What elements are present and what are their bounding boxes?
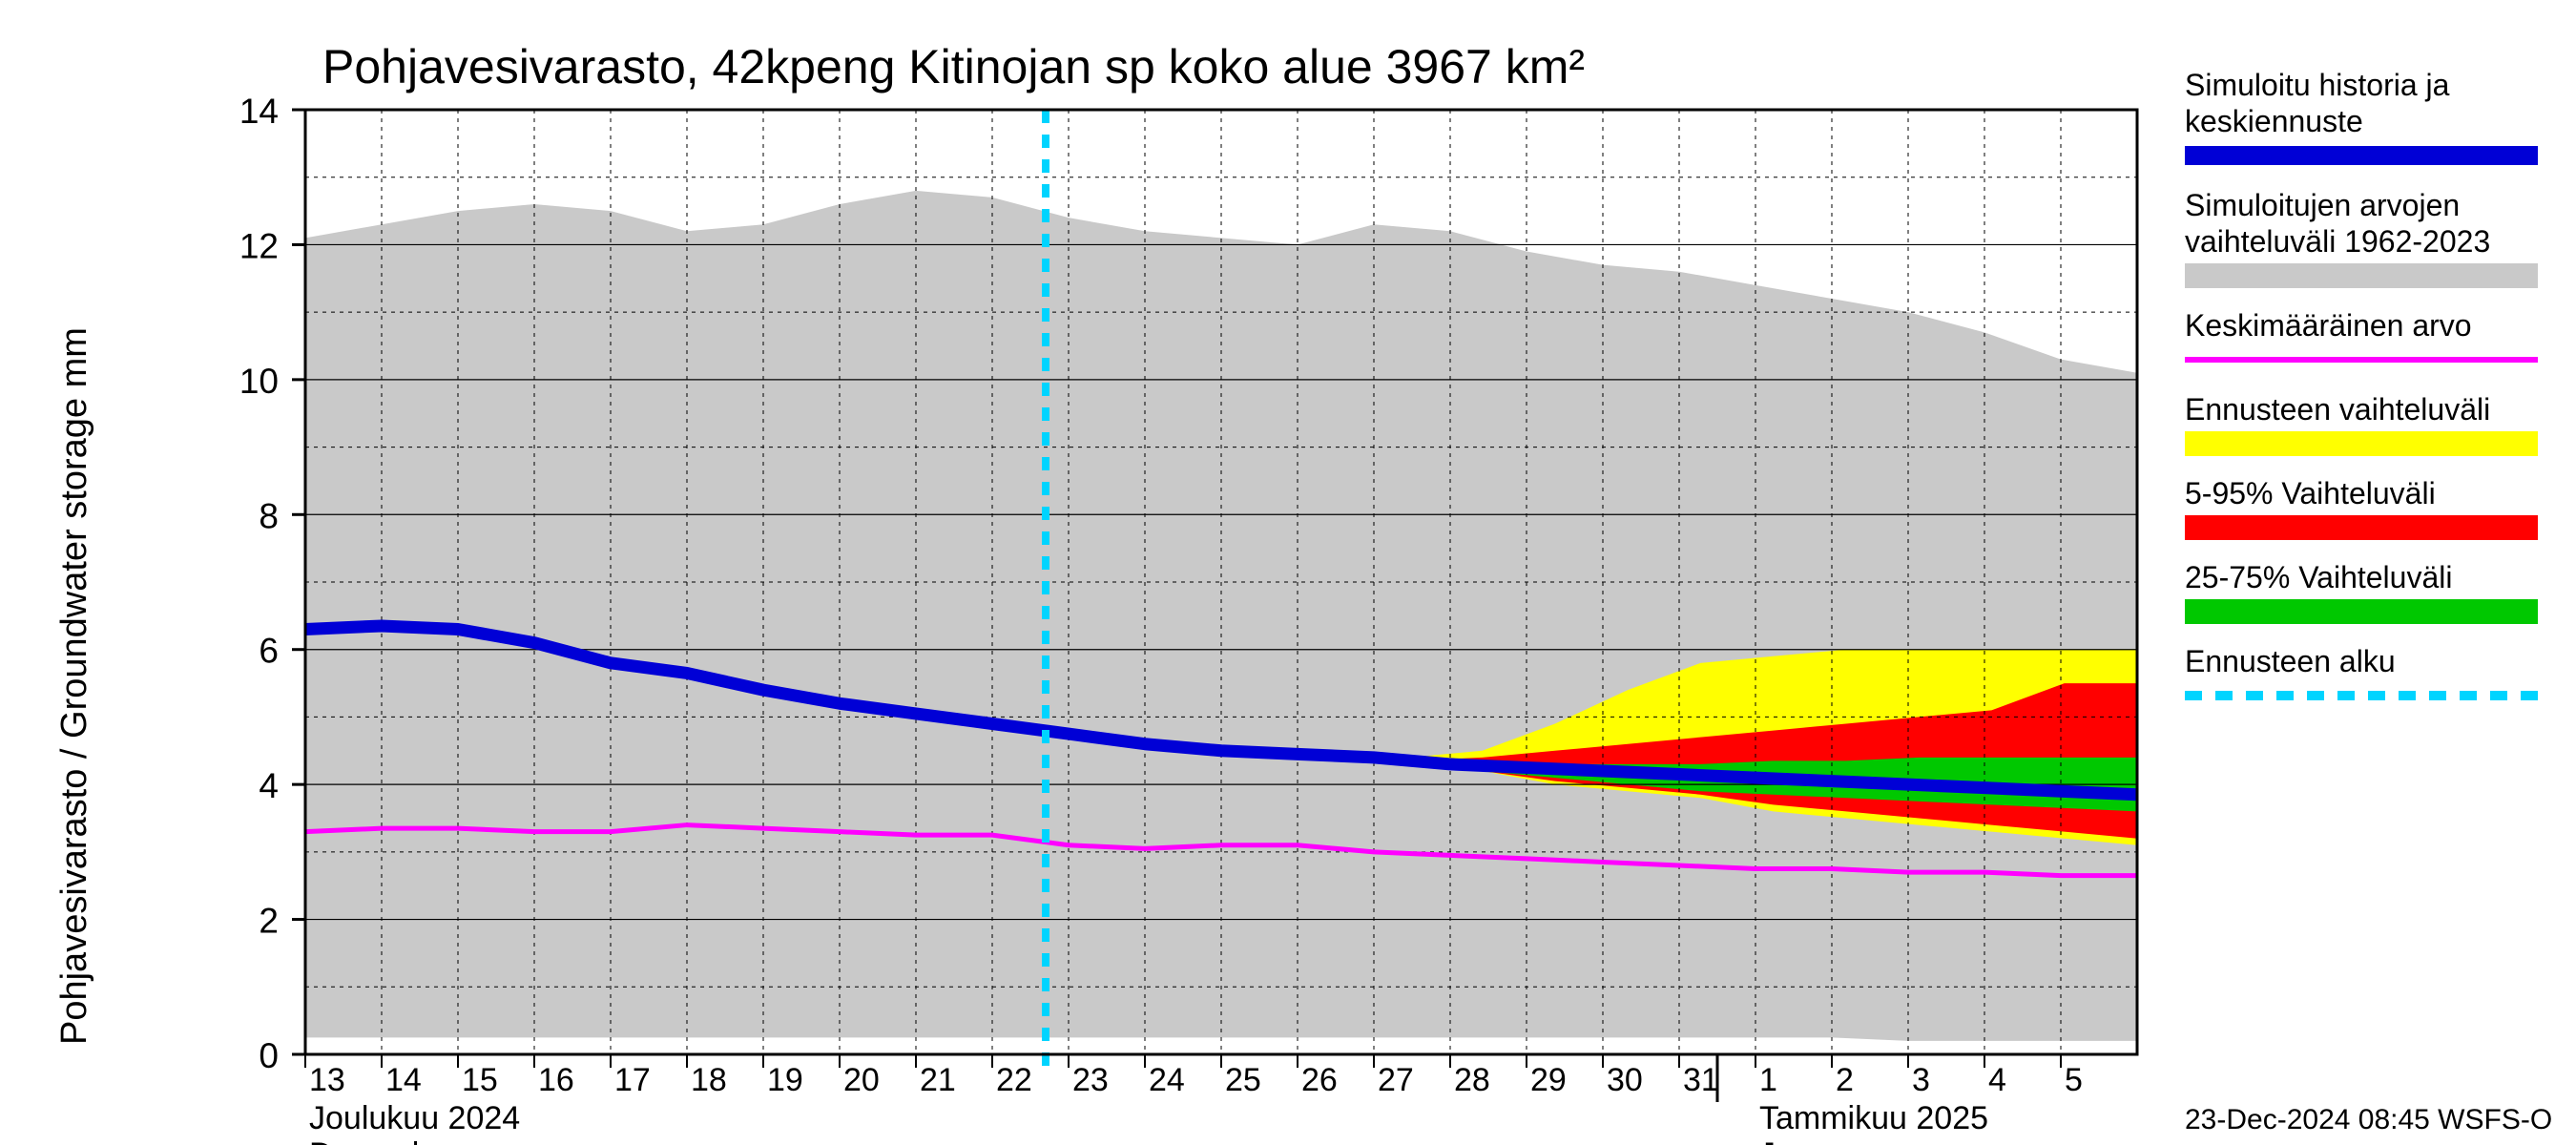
x-tick-label: 24 [1149, 1062, 1185, 1098]
x-tick-label: 29 [1530, 1062, 1567, 1098]
chart-svg: 0246810121413141516171819202122232425262… [0, 0, 2576, 1145]
legend-label: vaihteluväli 1962-2023 [2185, 224, 2490, 259]
chart-title: Pohjavesivarasto, 42kpeng Kitinojan sp k… [322, 40, 1585, 94]
legend-label: Simuloitu historia ja [2185, 68, 2450, 102]
x-tick-label: 13 [309, 1062, 345, 1098]
y-tick-label: 12 [239, 226, 279, 265]
y-tick-label: 8 [259, 496, 279, 535]
x-tick-label: 3 [1912, 1062, 1930, 1098]
x-tick-label: 4 [1988, 1062, 2006, 1098]
legend-swatch [2185, 263, 2538, 288]
x-tick-label: 31 [1683, 1062, 1719, 1098]
legend-label: 25-75% Vaihteluväli [2185, 560, 2452, 594]
x-tick-label: 15 [462, 1062, 498, 1098]
x-tick-label: 1 [1759, 1062, 1777, 1098]
legend-swatch [2185, 599, 2538, 624]
x-tick-label: 23 [1072, 1062, 1109, 1098]
y-tick-label: 0 [259, 1036, 279, 1075]
x-tick-label: 18 [691, 1062, 727, 1098]
x-tick-label: 27 [1378, 1062, 1414, 1098]
footer-timestamp: 23-Dec-2024 08:45 WSFS-O [2185, 1104, 2552, 1135]
month-label-en: January [1759, 1136, 1875, 1145]
legend-label: Simuloitujen arvojen [2185, 188, 2460, 222]
x-tick-label: 20 [843, 1062, 880, 1098]
x-tick-label: 25 [1225, 1062, 1261, 1098]
x-tick-label: 28 [1454, 1062, 1490, 1098]
y-tick-label: 14 [239, 92, 279, 131]
x-tick-label: 17 [614, 1062, 651, 1098]
y-axis-label: Pohjavesivarasto / Groundwater storage m… [54, 327, 94, 1045]
x-tick-label: 14 [385, 1062, 422, 1098]
month-label-fi: Joulukuu 2024 [309, 1100, 520, 1136]
legend-label: Keskimääräinen arvo [2185, 308, 2472, 343]
y-tick-label: 10 [239, 362, 279, 401]
x-tick-label: 26 [1301, 1062, 1338, 1098]
legend-label: keskiennuste [2185, 104, 2363, 138]
x-tick-label: 22 [996, 1062, 1032, 1098]
legend-swatch [2185, 515, 2538, 540]
x-tick-label: 30 [1607, 1062, 1643, 1098]
legend-label: 5-95% Vaihteluväli [2185, 476, 2436, 510]
month-label-fi: Tammikuu 2025 [1759, 1100, 1988, 1136]
legend-label: Ennusteen alku [2185, 644, 2396, 678]
x-tick-label: 2 [1836, 1062, 1854, 1098]
legend-swatch [2185, 431, 2538, 456]
x-tick-label: 16 [538, 1062, 574, 1098]
y-tick-label: 4 [259, 766, 279, 805]
y-tick-label: 2 [259, 902, 279, 941]
x-tick-label: 19 [767, 1062, 803, 1098]
x-tick-label: 21 [920, 1062, 956, 1098]
month-label-en: December [309, 1136, 459, 1145]
groundwater-forecast-chart: 0246810121413141516171819202122232425262… [0, 0, 2576, 1145]
y-tick-label: 6 [259, 632, 279, 671]
x-tick-label: 5 [2065, 1062, 2083, 1098]
legend-label: Ennusteen vaihteluväli [2185, 392, 2490, 427]
